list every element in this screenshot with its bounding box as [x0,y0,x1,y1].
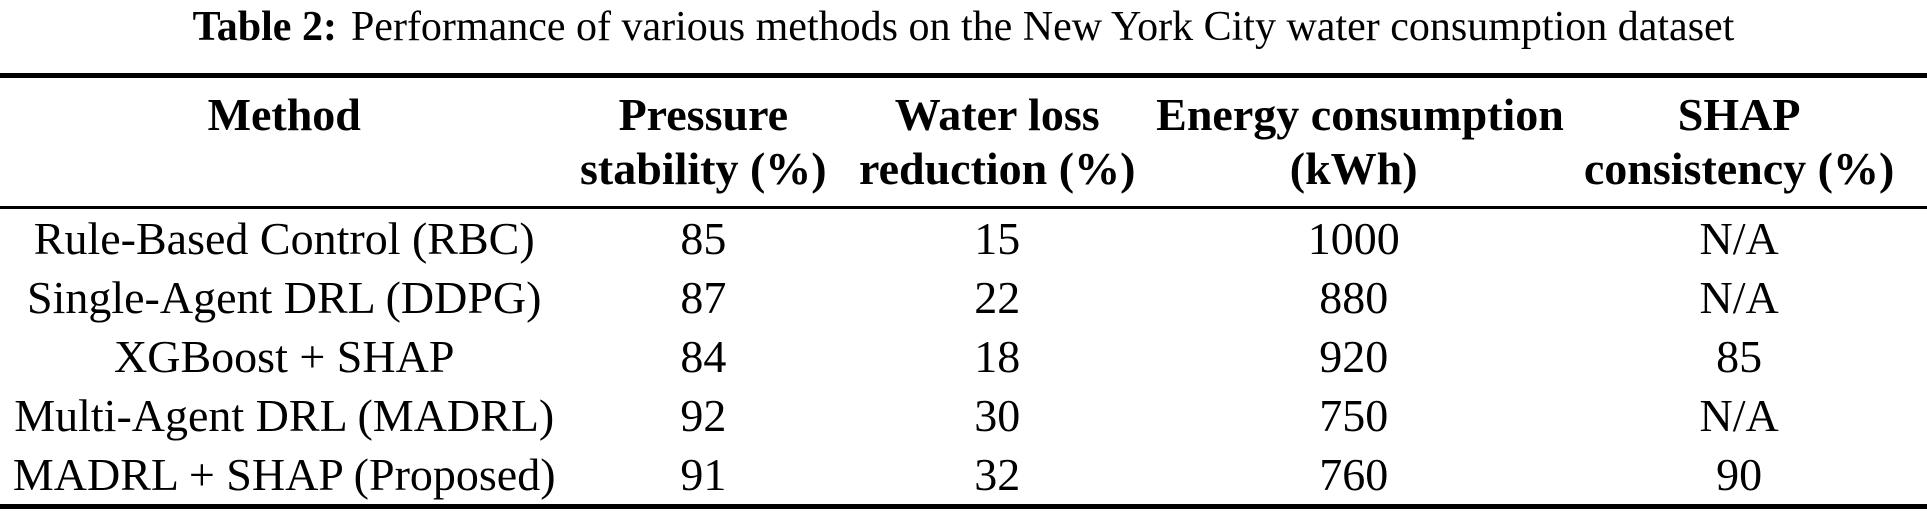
water-loss-reduction-cell: 15 [974,213,1021,264]
table-row-ddpg: Single-Agent DRL (DDPG) 87 22 880 N/A [0,268,1927,327]
water-loss-reduction-cell: 32 [974,449,1021,500]
column-header-energy-consumption: Energy consumption (kWh) [1156,75,1564,209]
table-row-xgboost-shap: XGBoost + SHAP 84 18 920 85 [0,327,1927,386]
shap-consistency-cell: N/A [1699,272,1779,323]
performance-table: Method Pressure stability (%) Water loss… [0,73,1927,509]
energy-consumption-cell: 1000 [1307,213,1400,264]
column-header-pressure-stability-line1: Pressure [618,89,789,140]
column-header-pressure-stability: Pressure stability (%) [568,75,839,209]
column-header-shap-consistency: SHAP consistency (%) [1551,75,1927,209]
energy-consumption-cell: 760 [1319,449,1389,500]
column-header-energy-consumption-line1: Energy consumption [1156,89,1564,140]
method-cell: XGBoost + SHAP [114,331,455,382]
method-cell: Multi-Agent DRL (MADRL) [14,390,555,441]
table-row-madrl-shap-proposed: MADRL + SHAP (Proposed) 91 32 760 90 [0,445,1927,507]
energy-consumption-cell: 920 [1319,331,1389,382]
column-header-pressure-stability-line2: stability (%) [580,143,827,194]
method-cell: Single-Agent DRL (DDPG) [26,272,542,323]
pressure-stability-cell: 85 [680,213,727,264]
method-cell: Rule-Based Control (RBC) [33,213,535,264]
pressure-stability-cell: 92 [680,390,727,441]
water-loss-reduction-cell: 18 [974,331,1021,382]
table-row-madrl: Multi-Agent DRL (MADRL) 92 30 750 N/A [0,386,1927,445]
table-caption-label: Table 2: [192,4,337,50]
column-header-energy-consumption-line2: (kWh) [1289,143,1418,194]
column-header-shap-consistency-line1: SHAP [1677,89,1801,140]
shap-consistency-cell: 90 [1716,449,1763,500]
table-caption-text: Performance of various methods on the Ne… [350,4,1735,50]
table-row-rbc: Rule-Based Control (RBC) 85 15 1000 N/A [0,208,1927,269]
energy-consumption-cell: 750 [1319,390,1389,441]
method-cell: MADRL + SHAP (Proposed) [12,449,556,500]
column-header-water-loss-reduction-line2: reduction (%) [858,143,1136,194]
pressure-stability-cell: 84 [680,331,727,382]
shap-consistency-cell: N/A [1699,213,1779,264]
water-loss-reduction-cell: 30 [974,390,1021,441]
column-header-water-loss-reduction-line1: Water loss [894,89,1100,140]
column-header-shap-consistency-line2: consistency (%) [1583,143,1895,194]
pressure-stability-cell: 91 [680,449,727,500]
column-header-method: Method [0,75,569,209]
column-header-method-line1: Method [207,89,361,140]
energy-consumption-cell: 880 [1319,272,1389,323]
table-caption: Table 2: Performance of various methods o… [10,2,1917,52]
shap-consistency-cell: 85 [1716,331,1763,382]
water-loss-reduction-cell: 22 [974,272,1021,323]
header-row: Method Pressure stability (%) Water loss… [0,75,1927,209]
shap-consistency-cell: N/A [1699,390,1779,441]
pressure-stability-cell: 87 [680,272,727,323]
column-header-method-line2 [0,142,568,196]
column-header-water-loss-reduction: Water loss reduction (%) [838,75,1157,209]
